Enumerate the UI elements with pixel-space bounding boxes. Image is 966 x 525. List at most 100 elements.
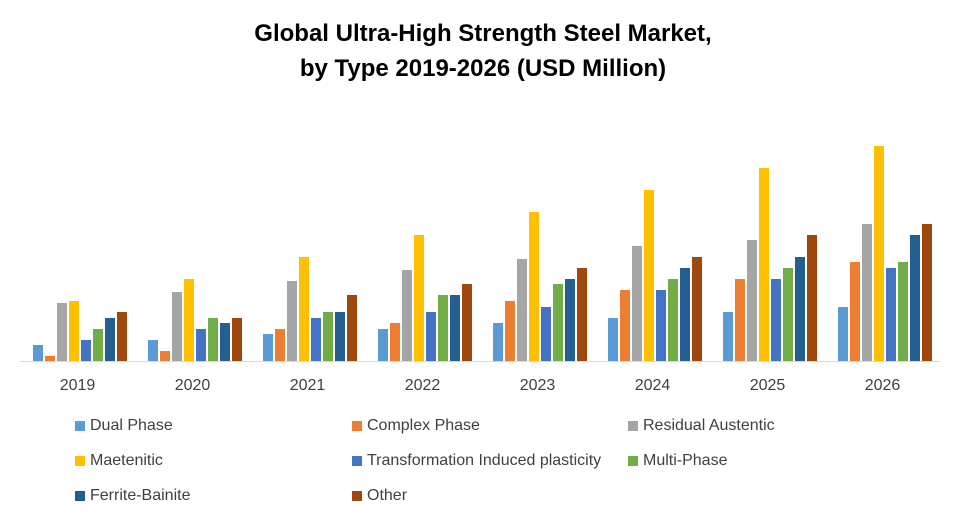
legend-label: Dual Phase [90,417,173,434]
legend-item: Transformation Induced plasticity [352,452,601,470]
bar-dual-phase-2024 [608,318,618,361]
bar-maetenitic-2021 [299,257,309,361]
legend-swatch [352,421,362,431]
bar-other-2019 [117,312,127,361]
bar-dual-phase-2021 [263,334,273,361]
legend-item: Residual Austentic [628,417,775,435]
bar-complex-phase-2023 [505,301,515,361]
bar-complex-phase-2025 [735,279,745,361]
bar-dual-phase-2022 [378,329,388,361]
legend-label: Other [367,487,408,504]
bar-ferrite-bainite-2026 [910,235,920,361]
bar-ferrite-bainite-2020 [220,323,230,361]
bar-multi-phase-2021 [323,312,333,361]
legend-swatch [628,421,638,431]
legend-label: Complex Phase [367,417,480,434]
bar-ferrite-bainite-2019 [105,318,115,361]
bar-maetenitic-2024 [644,190,654,361]
legend-item: Ferrite-Bainite [75,487,190,505]
bar-dual-phase-2020 [148,340,158,361]
bar-maetenitic-2019 [69,301,79,361]
legend-label: Transformation Induced plasticity [367,452,602,469]
bar-residual-austentic-2025 [747,240,757,361]
legend-swatch [352,456,362,466]
bar-dual-phase-2019 [33,345,43,361]
legend-item: Dual Phase [75,417,173,435]
bar-other-2022 [462,284,472,361]
bar-transformation-induced-plasticity-2019 [81,340,91,361]
x-tick-label: 2024 [635,377,671,394]
legend-swatch [628,456,638,466]
bar-residual-austentic-2024 [632,246,642,361]
legend-label: Ferrite-Bainite [90,487,191,504]
x-tick-label: 2019 [60,377,96,394]
legend-item: Maetenitic [75,452,163,470]
bar-multi-phase-2019 [93,329,103,361]
bar-maetenitic-2022 [414,235,424,361]
bar-transformation-induced-plasticity-2023 [541,307,551,361]
x-tick-label: 2020 [175,377,211,394]
bar-maetenitic-2023 [529,212,539,361]
bar-other-2026 [922,224,932,361]
bar-other-2020 [232,318,242,361]
bar-transformation-induced-plasticity-2022 [426,312,436,361]
chart-title-line-1: Global Ultra-High Strength Steel Market, [254,20,712,47]
legend-item: Multi-Phase [628,452,727,470]
bar-ferrite-bainite-2024 [680,268,690,361]
x-tick-label: 2025 [750,377,786,394]
bar-ferrite-bainite-2025 [795,257,805,361]
bar-transformation-induced-plasticity-2024 [656,290,666,361]
bar-other-2023 [577,268,587,361]
bar-multi-phase-2020 [208,318,218,361]
bar-residual-austentic-2022 [402,270,412,361]
bar-residual-austentic-2023 [517,259,527,361]
bar-multi-phase-2026 [898,262,908,361]
legend-swatch [75,491,85,501]
bar-transformation-induced-plasticity-2021 [311,318,321,361]
bar-dual-phase-2026 [838,307,848,361]
bar-complex-phase-2021 [275,329,285,361]
bar-maetenitic-2025 [759,168,769,361]
legend-label: Maetenitic [90,452,163,469]
bar-transformation-induced-plasticity-2025 [771,279,781,361]
bar-residual-austentic-2020 [172,292,182,361]
bar-residual-austentic-2019 [57,303,67,361]
bar-complex-phase-2026 [850,262,860,361]
legend-swatch [75,421,85,431]
legend-item: Other [352,487,407,505]
bar-complex-phase-2020 [160,351,170,361]
legend-label: Residual Austentic [643,417,775,434]
x-tick-label: 2022 [405,377,441,394]
bar-ferrite-bainite-2023 [565,279,575,361]
bar-ferrite-bainite-2021 [335,312,345,361]
legend-swatch [75,456,85,466]
bar-complex-phase-2019 [45,356,55,361]
bar-dual-phase-2023 [493,323,503,361]
bar-complex-phase-2022 [390,323,400,361]
bar-maetenitic-2020 [184,279,194,361]
bar-complex-phase-2024 [620,290,630,361]
bar-other-2024 [692,257,702,361]
x-tick-label: 2023 [520,377,556,394]
chart-title-line-2: by Type 2019-2026 (USD Million) [299,55,667,82]
bar-multi-phase-2024 [668,279,678,361]
x-tick-label: 2026 [865,377,901,394]
x-tick-label: 2021 [290,377,326,394]
bar-multi-phase-2025 [783,268,793,361]
legend-label: Multi-Phase [643,452,728,469]
legend-item: Complex Phase [352,417,480,435]
legend-swatch [352,491,362,501]
bar-other-2021 [347,295,357,361]
bar-residual-austentic-2021 [287,281,297,361]
bar-transformation-induced-plasticity-2020 [196,329,206,361]
bar-transformation-induced-plasticity-2026 [886,268,896,361]
bar-residual-austentic-2026 [862,224,872,361]
bar-other-2025 [807,235,817,361]
bar-dual-phase-2025 [723,312,733,361]
bar-multi-phase-2023 [553,284,563,361]
bar-ferrite-bainite-2022 [450,295,460,361]
bar-multi-phase-2022 [438,295,448,361]
bar-maetenitic-2026 [874,146,884,361]
